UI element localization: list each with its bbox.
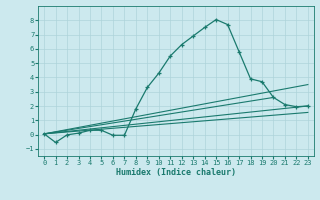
X-axis label: Humidex (Indice chaleur): Humidex (Indice chaleur) [116,168,236,177]
